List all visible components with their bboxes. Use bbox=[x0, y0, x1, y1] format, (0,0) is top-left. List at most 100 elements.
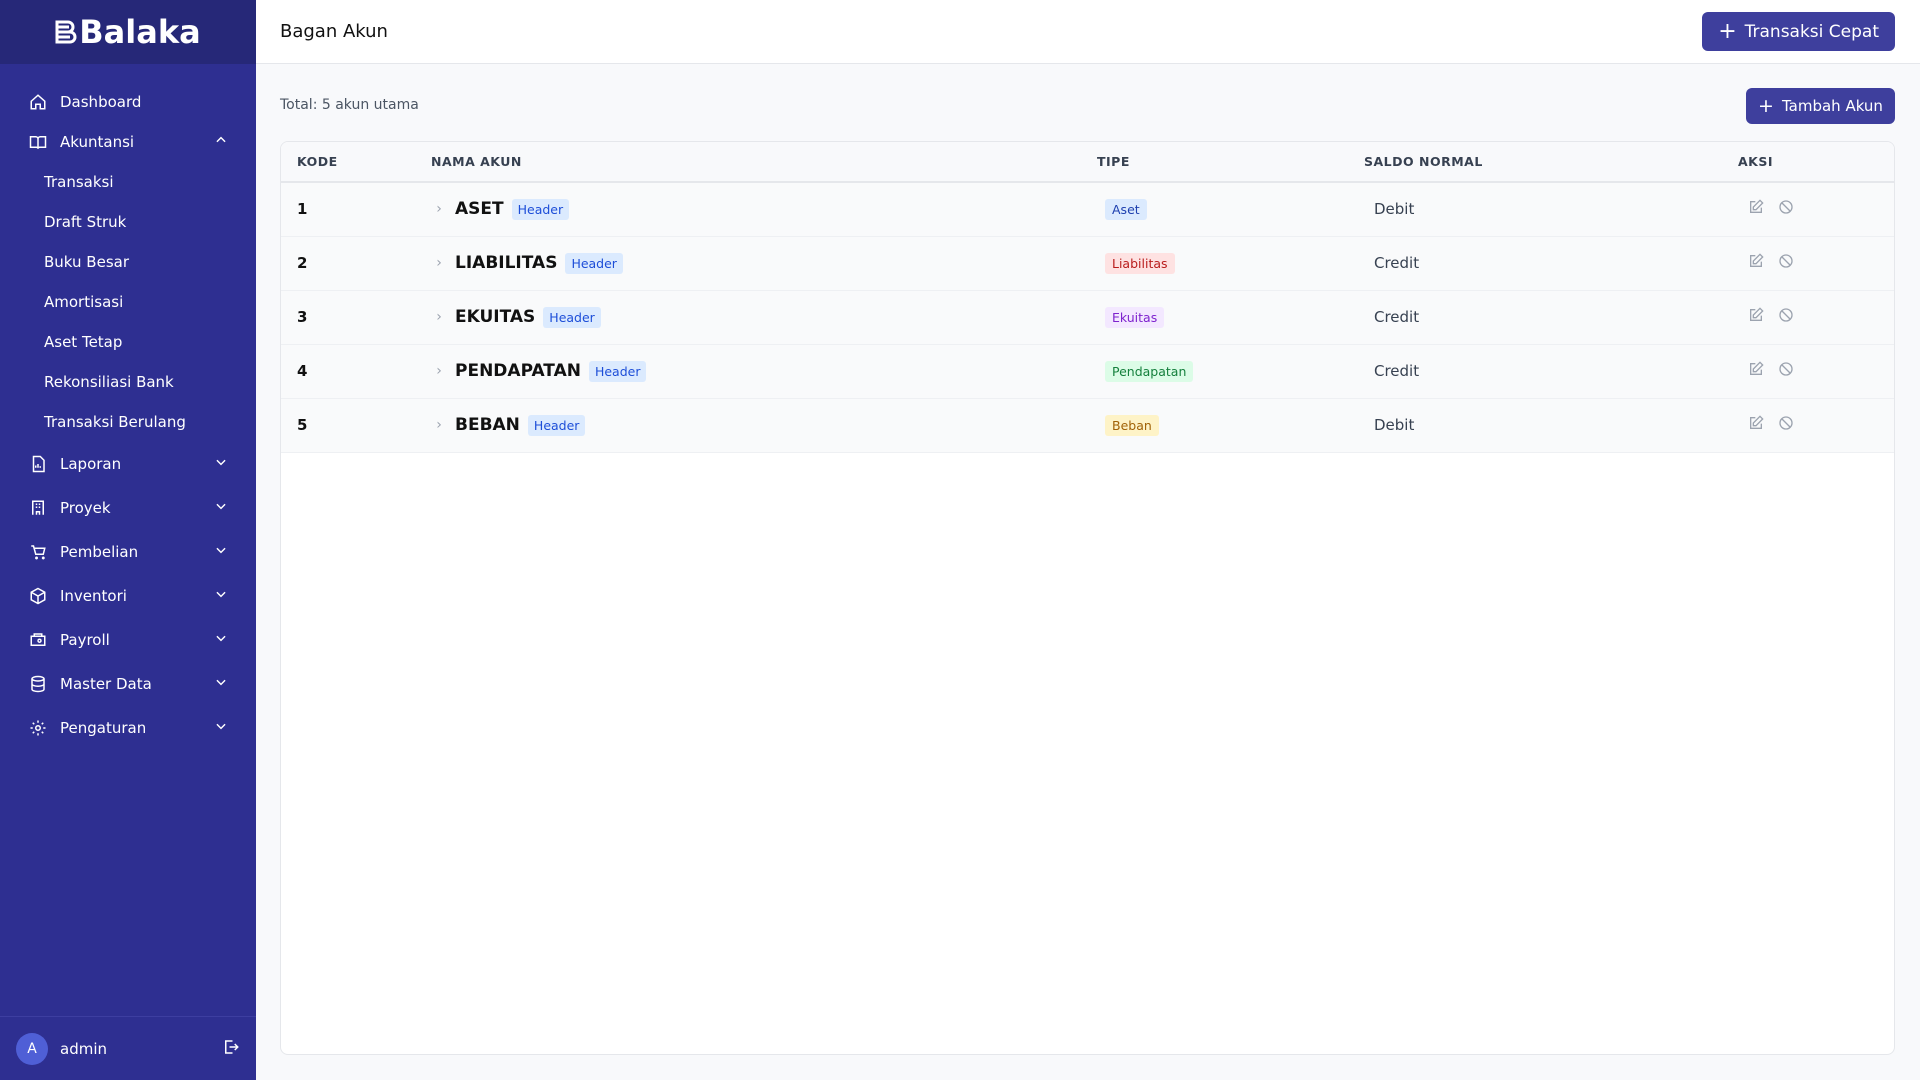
total-count: Total: 5 akun utama bbox=[280, 97, 419, 113]
header-badge: Header bbox=[527, 414, 586, 436]
accounts-table: KODE NAMA AKUN TIPE SALDO NORMAL AKSI 1 … bbox=[281, 142, 1894, 453]
expand-chevron-icon[interactable]: › bbox=[436, 309, 442, 325]
sidebar-sub-aset-tetap[interactable]: Aset Tetap bbox=[44, 333, 123, 351]
gear-icon bbox=[28, 718, 48, 738]
report-icon bbox=[28, 454, 48, 474]
logo-icon bbox=[55, 20, 77, 44]
chevron-down-icon bbox=[214, 631, 228, 649]
normal-balance: Credit bbox=[1364, 344, 1738, 399]
edit-icon[interactable] bbox=[1748, 415, 1764, 435]
sidebar-sub-transaksi[interactable]: Transaksi bbox=[44, 173, 114, 191]
database-icon bbox=[28, 674, 48, 694]
account-code: 3 bbox=[281, 290, 431, 345]
normal-balance: Credit bbox=[1364, 236, 1738, 291]
expand-chevron-icon[interactable]: › bbox=[436, 363, 442, 379]
account-name: PENDAPATAN bbox=[455, 361, 581, 381]
type-badge: Liabilitas bbox=[1105, 253, 1175, 274]
deactivate-icon[interactable] bbox=[1778, 307, 1794, 327]
sidebar-item-dashboard[interactable]: Dashboard bbox=[0, 82, 256, 122]
brand-name: Balaka bbox=[79, 13, 201, 51]
expand-chevron-icon[interactable]: › bbox=[436, 201, 442, 218]
table-row[interactable]: 3 › EKUITAS Header Ekuitas Credit bbox=[281, 290, 1894, 345]
edit-icon[interactable] bbox=[1748, 361, 1764, 381]
building-icon bbox=[28, 498, 48, 518]
sidebar-item-laporan[interactable]: Laporan bbox=[0, 442, 256, 486]
account-name: ASET bbox=[455, 199, 504, 220]
table-row[interactable]: 2 › LIABILITAS Header Liabilitas Credit bbox=[281, 236, 1894, 291]
col-saldo-normal: SALDO NORMAL bbox=[1364, 142, 1738, 183]
col-nama-akun: NAMA AKUN bbox=[431, 142, 1097, 183]
top-bar: Bagan Akun + Transaksi Cepat bbox=[256, 0, 1920, 64]
account-name: BEBAN bbox=[455, 415, 520, 435]
chevron-down-icon bbox=[214, 455, 228, 473]
account-code: 4 bbox=[281, 344, 431, 399]
col-kode: KODE bbox=[281, 142, 431, 183]
deactivate-icon[interactable] bbox=[1778, 199, 1794, 219]
cart-icon bbox=[28, 542, 48, 562]
sidebar-item-label: Laporan bbox=[60, 455, 122, 473]
user-panel: A admin bbox=[0, 1016, 256, 1080]
chevron-down-icon bbox=[214, 587, 228, 605]
header-badge: Header bbox=[511, 198, 570, 220]
payroll-icon bbox=[28, 630, 48, 650]
deactivate-icon[interactable] bbox=[1778, 415, 1794, 435]
home-icon bbox=[28, 92, 48, 112]
avatar[interactable]: A bbox=[16, 1032, 48, 1065]
sidebar-item-label: Akuntansi bbox=[60, 133, 135, 151]
brand-logo[interactable]: Balaka bbox=[0, 0, 256, 64]
sidebar-item-label: Pembelian bbox=[60, 543, 139, 561]
sidebar-item-label: Payroll bbox=[60, 631, 110, 649]
sidebar-sub-draft-struk[interactable]: Draft Struk bbox=[44, 213, 127, 231]
expand-chevron-icon[interactable]: › bbox=[436, 417, 442, 433]
account-name: LIABILITAS bbox=[455, 253, 558, 273]
sidebar-sub-amortisasi[interactable]: Amortisasi bbox=[44, 293, 124, 311]
sidebar-item-akuntansi[interactable]: Akuntansi bbox=[0, 122, 256, 162]
sidebar-item-label: Pengaturan bbox=[60, 719, 147, 737]
table-row[interactable]: 4 › PENDAPATAN Header Pendapatan Credit bbox=[281, 344, 1894, 399]
add-account-button[interactable]: + Tambah Akun bbox=[1746, 88, 1895, 124]
quick-transaction-button[interactable]: + Transaksi Cepat bbox=[1702, 12, 1895, 51]
expand-chevron-icon[interactable]: › bbox=[436, 255, 442, 271]
chevron-down-icon bbox=[214, 543, 228, 561]
add-account-label: Tambah Akun bbox=[1781, 97, 1883, 115]
type-badge: Pendapatan bbox=[1105, 361, 1194, 382]
quick-transaction-label: Transaksi Cepat bbox=[1744, 21, 1879, 42]
sidebar-item-label: Proyek bbox=[60, 499, 111, 517]
sidebar-item-pengaturan[interactable]: Pengaturan bbox=[0, 706, 256, 750]
normal-balance: Debit bbox=[1364, 398, 1738, 453]
page-title: Bagan Akun bbox=[280, 21, 388, 42]
sidebar-item-master-data[interactable]: Master Data bbox=[0, 662, 256, 706]
edit-icon[interactable] bbox=[1748, 253, 1764, 273]
table-row[interactable]: 5 › BEBAN Header Beban Debit bbox=[281, 398, 1894, 453]
sidebar-item-label: Inventori bbox=[60, 587, 127, 605]
plus-icon: + bbox=[1758, 95, 1774, 117]
sidebar-item-label: Master Data bbox=[60, 675, 152, 693]
normal-balance: Credit bbox=[1364, 290, 1738, 345]
col-tipe: TIPE bbox=[1097, 142, 1364, 183]
type-badge: Beban bbox=[1105, 415, 1159, 436]
deactivate-icon[interactable] bbox=[1778, 253, 1794, 273]
account-name: EKUITAS bbox=[455, 307, 536, 327]
account-code: 2 bbox=[281, 236, 431, 291]
plus-icon: + bbox=[1718, 19, 1737, 44]
box-icon bbox=[28, 586, 48, 606]
sidebar-item-pembelian[interactable]: Pembelian bbox=[0, 530, 256, 574]
sidebar-sub-rekonsiliasi-bank[interactable]: Rekonsiliasi Bank bbox=[44, 373, 174, 391]
table-row[interactable]: 1 › ASET Header Aset Debit bbox=[281, 182, 1894, 237]
type-badge: Ekuitas bbox=[1105, 307, 1165, 328]
edit-icon[interactable] bbox=[1748, 199, 1764, 219]
sidebar: Balaka Dashboard Akuntansi Transaksi Dra… bbox=[0, 0, 256, 1080]
sidebar-item-proyek[interactable]: Proyek bbox=[0, 486, 256, 530]
edit-icon[interactable] bbox=[1748, 307, 1764, 327]
type-badge: Aset bbox=[1105, 199, 1147, 221]
deactivate-icon[interactable] bbox=[1778, 361, 1794, 381]
logout-icon[interactable] bbox=[222, 1038, 240, 1060]
account-code: 1 bbox=[281, 182, 431, 237]
header-badge: Header bbox=[543, 306, 601, 328]
book-icon bbox=[28, 132, 48, 152]
sidebar-item-payroll[interactable]: Payroll bbox=[0, 618, 256, 662]
sidebar-item-inventori[interactable]: Inventori bbox=[0, 574, 256, 618]
sidebar-sub-transaksi-berulang[interactable]: Transaksi Berulang bbox=[44, 413, 186, 431]
normal-balance: Debit bbox=[1364, 182, 1738, 237]
sidebar-sub-buku-besar[interactable]: Buku Besar bbox=[44, 253, 129, 271]
